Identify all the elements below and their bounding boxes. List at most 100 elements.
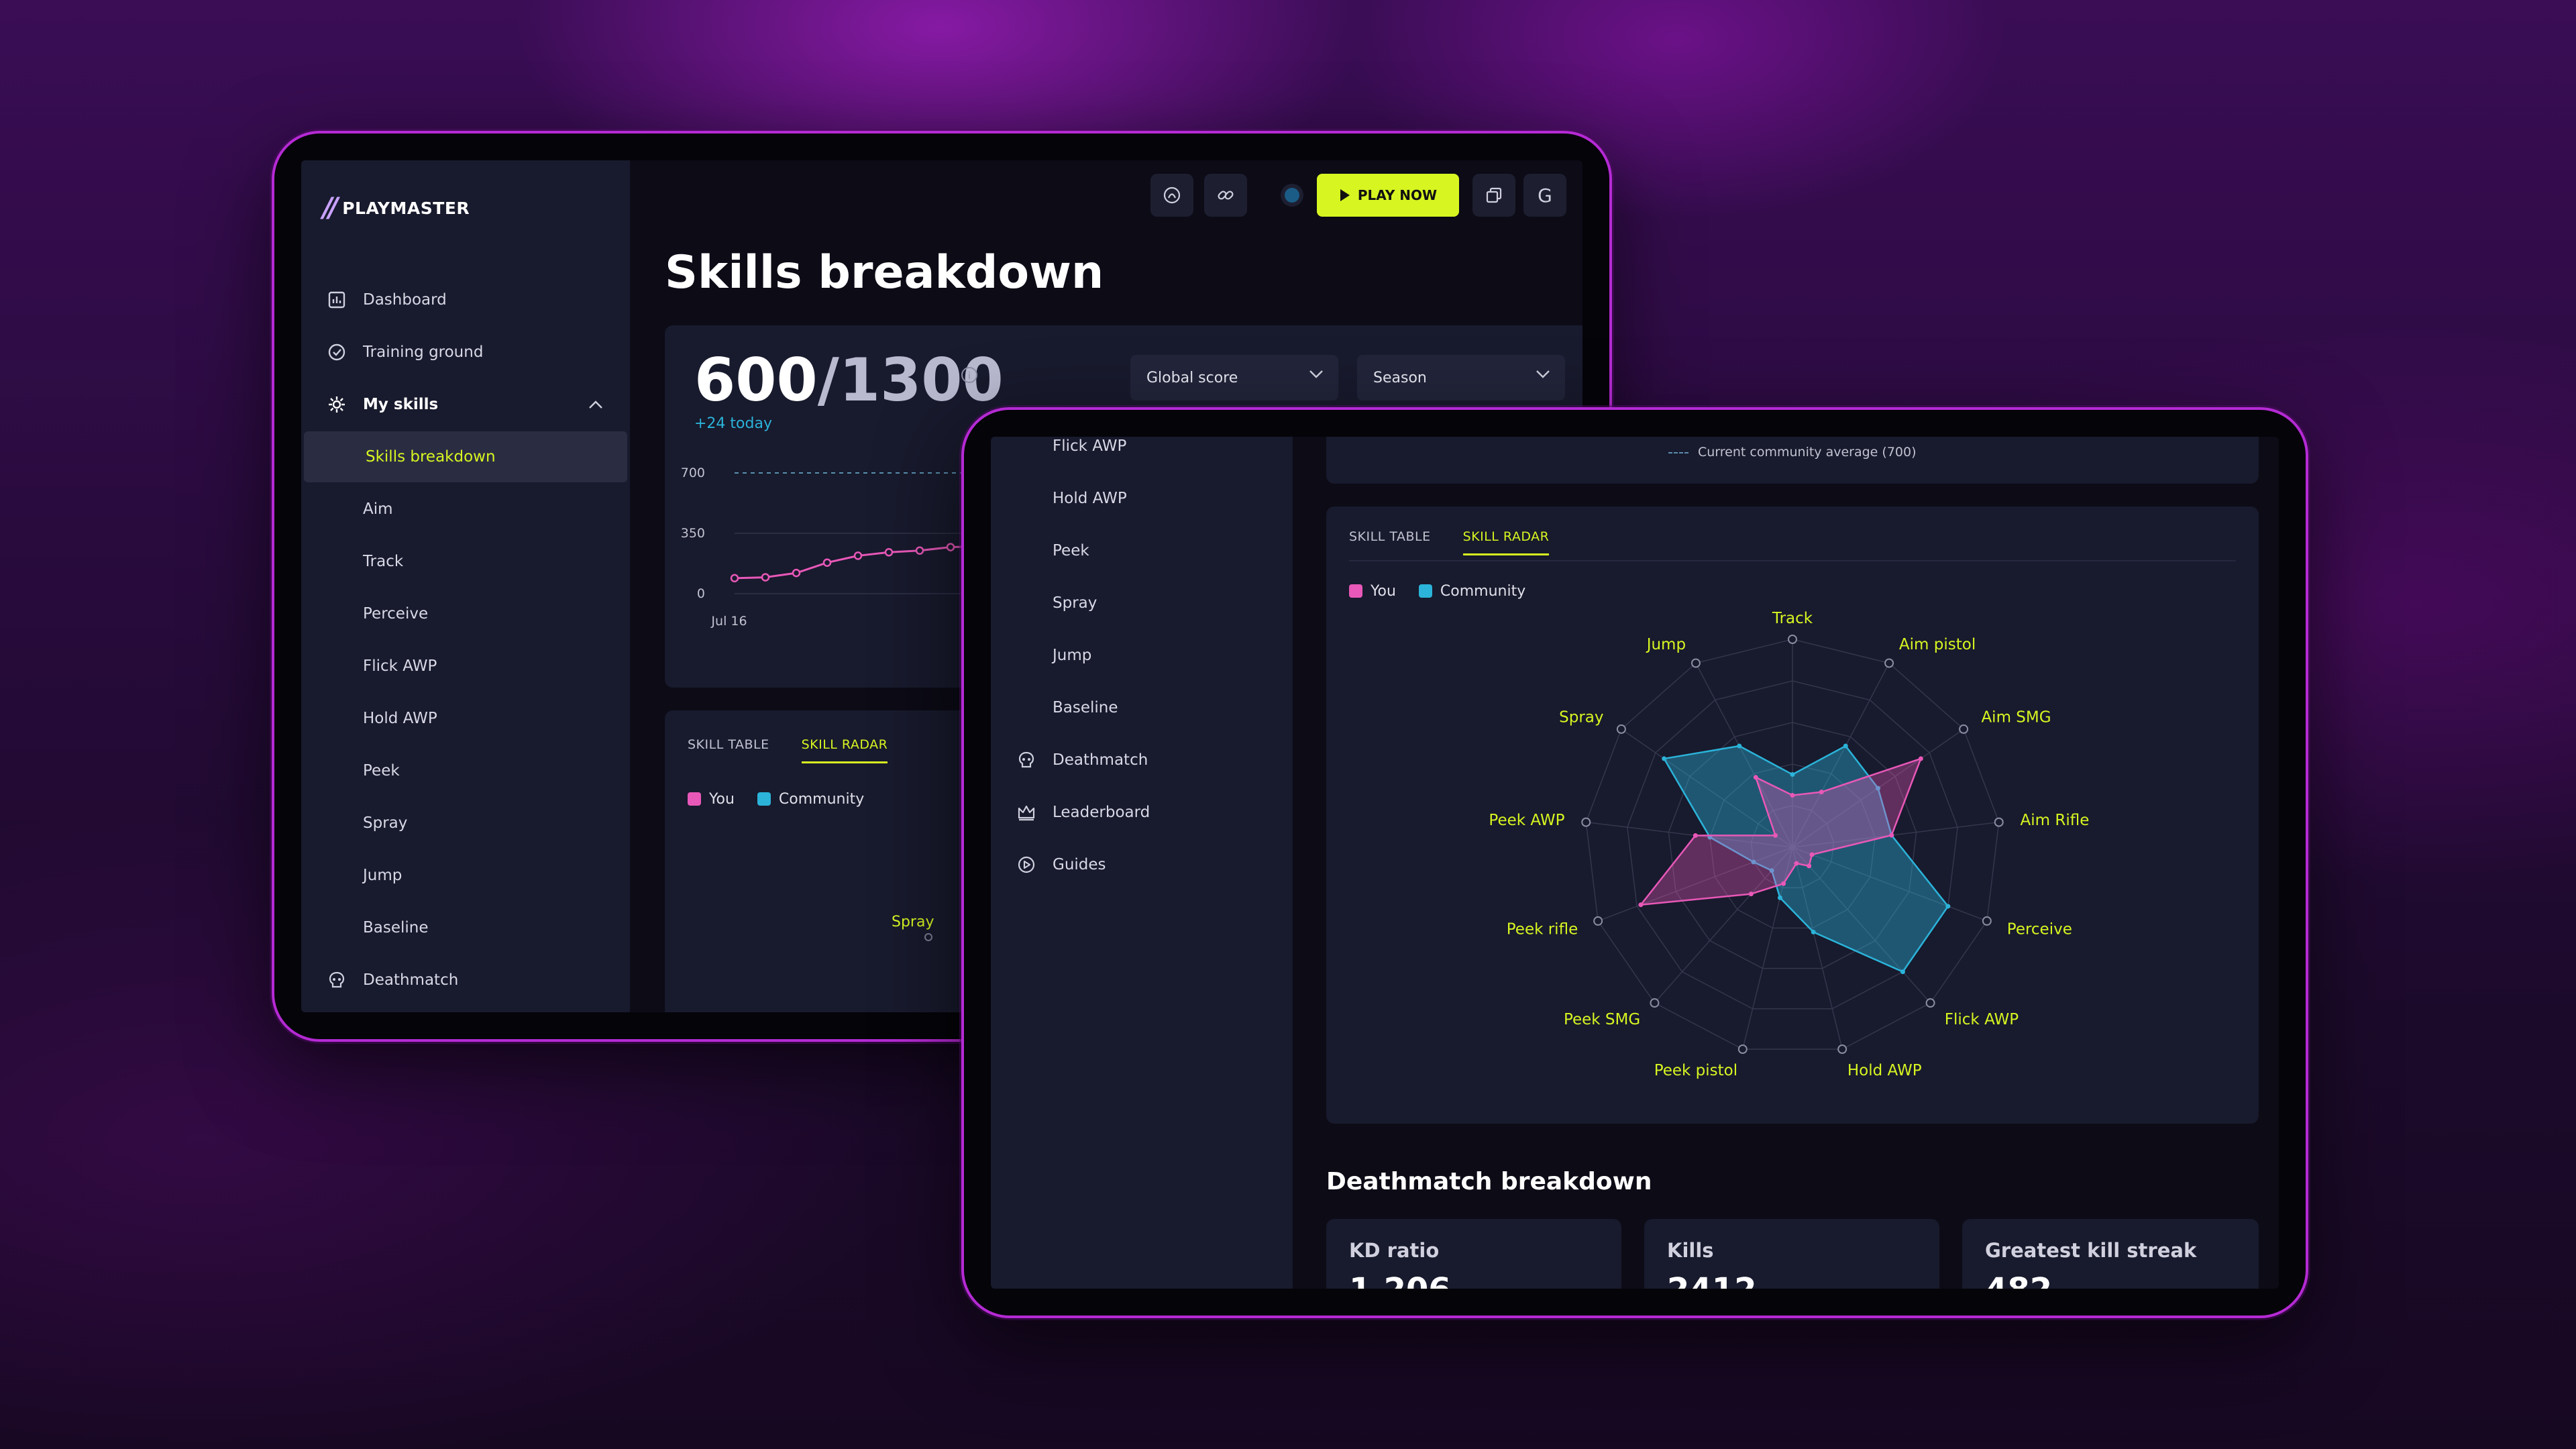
- sidebar-item-deathmatch[interactable]: Deathmatch: [991, 735, 1293, 786]
- copy-button[interactable]: [1472, 174, 1515, 217]
- stat-card-streak: Greatest kill streak 482: [1962, 1219, 2259, 1289]
- legend-swatch-community: [1418, 584, 1432, 598]
- radar-axis-point: [1837, 1044, 1847, 1054]
- sidebar-item-aim[interactable]: Aim: [301, 484, 630, 535]
- radar-axis-point: [1994, 817, 2004, 827]
- sidebar-item-peek[interactable]: Peek: [991, 525, 1293, 576]
- sidebar-item-peek[interactable]: Peek: [301, 745, 630, 796]
- sidebar-item-jump[interactable]: Jump: [991, 630, 1293, 681]
- avatar[interactable]: G: [1523, 174, 1566, 217]
- sidebar-item-label: Deathmatch: [1053, 751, 1148, 769]
- legend-you: You: [688, 791, 735, 808]
- sidebar-item-dashboard[interactable]: Dashboard: [301, 274, 630, 325]
- sidebar-item-flick-awp[interactable]: Flick AWP: [301, 641, 630, 692]
- radar-point: [1790, 772, 1795, 777]
- skills-tabs: SKILL TABLE SKILL RADAR: [1349, 529, 1550, 555]
- sidebar-item-label: Deathmatch: [363, 971, 459, 989]
- score-point: [884, 548, 894, 557]
- radar-point: [1753, 775, 1758, 780]
- tab-skill-radar[interactable]: SKILL RADAR: [801, 737, 888, 763]
- radar-point: [1819, 790, 1824, 795]
- sidebar-item-skills-breakdown[interactable]: Skills breakdown: [304, 431, 627, 482]
- radar-point: [1809, 852, 1815, 857]
- sidebar-item-my-skills[interactable]: My skills: [301, 379, 630, 430]
- stats-button[interactable]: [1150, 174, 1193, 217]
- sidebar-item-label: Spray: [1053, 594, 1097, 612]
- radar-spoke: [1792, 847, 1931, 1004]
- sidebar-item-label: Skills breakdown: [366, 448, 496, 466]
- radar-axis-point: [1788, 635, 1797, 644]
- check-circle-icon: [327, 342, 347, 362]
- tab-skill-radar[interactable]: SKILL RADAR: [1462, 529, 1550, 555]
- play-circle-icon: [1016, 855, 1036, 875]
- sidebar-item-leaderboard[interactable]: Leaderboard: [991, 787, 1293, 838]
- sidebar-item-baseline[interactable]: Baseline: [991, 682, 1293, 733]
- avatar-initial: G: [1538, 184, 1552, 207]
- tab-skill-table[interactable]: SKILL TABLE: [1349, 529, 1431, 544]
- radar-spoke: [1586, 821, 1793, 848]
- sidebar-item-label: Leaderboard: [1053, 804, 1150, 821]
- sidebar-item-track[interactable]: Track: [301, 536, 630, 587]
- score-point: [915, 546, 924, 555]
- radar-axis-point: [1737, 1044, 1748, 1054]
- radar-point: [1693, 833, 1698, 838]
- radar-axis-label: Spray: [1559, 709, 1603, 727]
- sidebar-item-label: Flick AWP: [1053, 437, 1127, 455]
- score-point: [730, 574, 739, 583]
- metric-select[interactable]: Global score: [1130, 355, 1338, 400]
- period-select[interactable]: Season: [1357, 355, 1565, 400]
- back-screen: // PLAYMASTER Dashboard Training ground: [301, 160, 1582, 1012]
- chevron-up-icon[interactable]: [588, 396, 603, 413]
- legend-community: Community: [1418, 583, 1526, 600]
- stat-value: 1.206: [1349, 1271, 1451, 1289]
- radar-grid-ring: [1709, 763, 1876, 929]
- front-tablet: Flick AWP Hold AWP Peek Spray Jump Basel…: [961, 407, 2308, 1318]
- sidebar-item-training[interactable]: Training ground: [301, 327, 630, 378]
- tab-skill-table[interactable]: SKILL TABLE: [688, 737, 769, 752]
- skills-radar-card: SKILL TABLE SKILL RADAR You Community Tr…: [1326, 506, 2259, 1124]
- link-button[interactable]: [1204, 174, 1247, 217]
- sidebar-item-deathmatch[interactable]: Deathmatch: [301, 955, 630, 1006]
- radar-point: [1794, 861, 1799, 866]
- score-current: 600: [694, 345, 818, 415]
- crown-icon: [1016, 802, 1036, 822]
- radar-spoke: [1792, 821, 1999, 848]
- sidebar-item-baseline[interactable]: Baseline: [301, 902, 630, 953]
- sidebar-item-perceive[interactable]: Perceive: [301, 588, 630, 639]
- sidebar-item-spray[interactable]: Spray: [991, 578, 1293, 629]
- tabs-divider: [1349, 560, 2236, 561]
- brand-name: PLAYMASTER: [342, 198, 470, 218]
- back-tablet: // PLAYMASTER Dashboard Training ground: [272, 131, 1612, 1042]
- radar-spoke: [1597, 847, 1793, 922]
- radar-axis-point: [1581, 817, 1591, 827]
- radar-point: [1790, 793, 1795, 798]
- sidebar-item-flick-awp[interactable]: Flick AWP: [991, 437, 1293, 472]
- radar-point: [1751, 859, 1756, 865]
- info-icon[interactable]: i: [961, 367, 977, 383]
- radar-point: [1748, 892, 1754, 897]
- sidebar-item-label: My skills: [363, 396, 439, 413]
- stat-label: KD ratio: [1349, 1239, 1440, 1262]
- sidebar-item-label: Flick AWP: [363, 657, 437, 675]
- radar-spoke: [1792, 847, 1988, 922]
- radar-point: [1900, 969, 1905, 975]
- legend-label: Community: [1440, 583, 1526, 600]
- play-now-button[interactable]: PLAY NOW: [1317, 174, 1459, 217]
- sidebar-item-jump[interactable]: Jump: [301, 850, 630, 901]
- sidebar-item-label: Hold AWP: [363, 710, 437, 727]
- sidebar-item-spray[interactable]: Spray: [301, 798, 630, 849]
- legend-community: Community: [757, 791, 864, 808]
- sidebar-item-guides[interactable]: Guides: [991, 839, 1293, 890]
- radar-point: [1662, 756, 1667, 761]
- skull-icon: [327, 970, 347, 990]
- radar-axis-label: Aim SMG: [1981, 709, 2051, 727]
- radar-axis-point: [1690, 658, 1701, 668]
- sidebar-item-hold-awp[interactable]: Hold AWP: [301, 693, 630, 744]
- sidebar-item-hold-awp[interactable]: Hold AWP: [991, 473, 1293, 524]
- radar-axis-label: Peek rifle: [1507, 920, 1578, 938]
- score-point: [946, 543, 955, 551]
- brand-logo[interactable]: // PLAYMASTER: [323, 193, 470, 223]
- sidebar-item-label: Aim: [363, 500, 393, 518]
- legend-label: You: [1371, 583, 1396, 600]
- radar-axis-point: [1593, 916, 1603, 926]
